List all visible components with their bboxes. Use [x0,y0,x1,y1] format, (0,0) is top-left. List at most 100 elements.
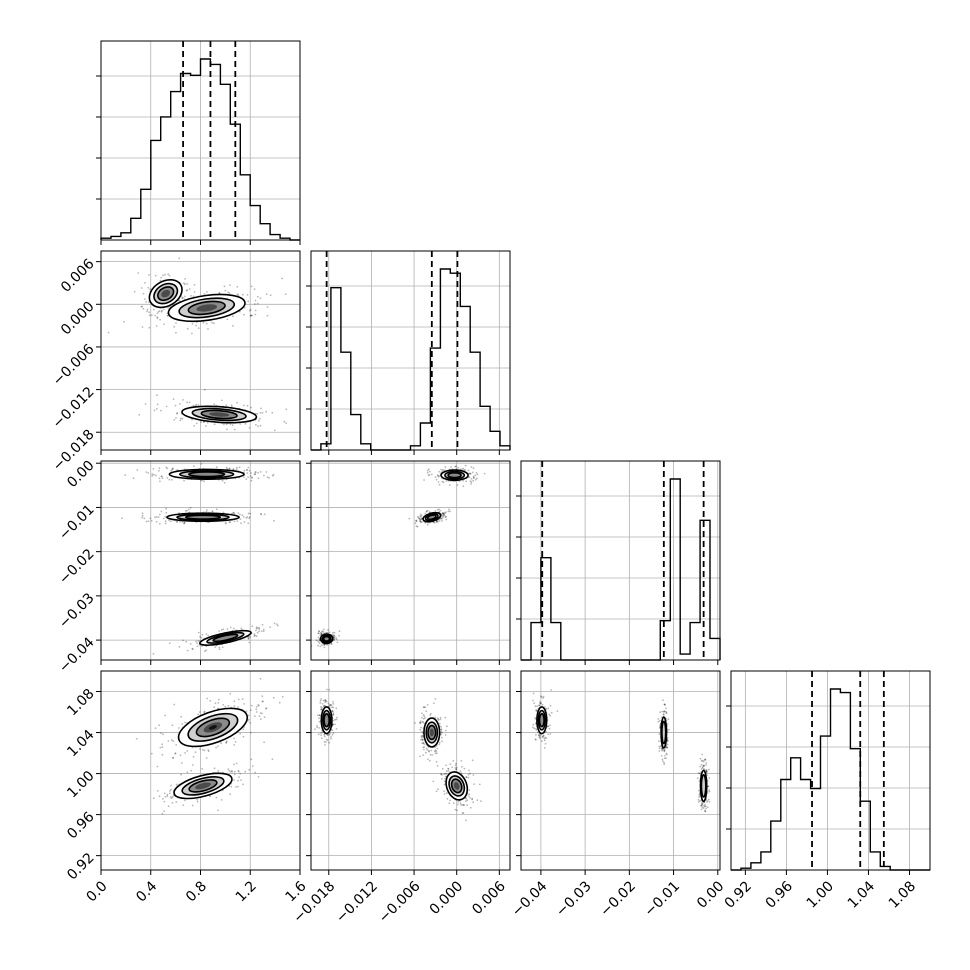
scatter-point [238,776,240,778]
scatter-point [265,293,268,295]
scatter-point [658,745,661,748]
scatter-point [172,756,175,759]
scatter-point [543,737,546,740]
scatter-point [228,467,231,470]
scatter-point [462,812,465,814]
scatter-point [460,760,463,762]
scatter-point [332,713,335,716]
scatter-point [260,513,263,516]
scatter-point [435,521,438,524]
x-tick-label-p2: −0.03 [553,878,595,920]
scatter-point [423,479,425,481]
scatter-point [657,720,660,723]
scatter-point [334,718,337,721]
scatter-point [236,285,239,288]
scatter-point [320,708,323,711]
scatter-point [186,283,189,285]
scatter-point [423,743,426,745]
scatter-point [323,704,326,707]
scatter-point [150,752,153,755]
scatter-point [433,702,435,705]
scatter-point [250,731,252,734]
scatter-point [173,703,176,706]
scatter-point [263,716,266,718]
scatter-point [461,812,464,814]
scatter-point [327,702,330,705]
scatter-point [175,801,178,803]
scatter-point [434,750,436,752]
scatter-point [229,626,232,629]
scatter-point [245,478,248,481]
scatter-point [328,689,331,691]
scatter-point [176,412,178,415]
scatter-point [320,732,322,734]
scatter-point [156,312,159,315]
scatter-point [543,747,546,749]
scatter-point [332,713,335,716]
scatter-point [318,630,321,633]
scatter-point [223,423,225,426]
scatter-point [421,716,423,719]
scatter-point [186,509,188,512]
scatter-point [228,292,231,295]
scatter-point [171,724,174,727]
joint-panel-3-0-frame [100,670,301,871]
scatter-point [705,769,708,772]
scatter-point [260,513,262,515]
scatter-point [235,468,238,470]
scatter-point [250,477,253,479]
x-tick-label-p2: −0.01 [642,878,684,920]
scatter-point [460,772,463,774]
scatter-point [542,734,545,737]
scatter-point [169,792,171,795]
scatter-point [250,758,253,761]
scatter-point [149,288,152,291]
scatter-point [331,710,334,712]
scatter-point [164,714,167,717]
scatter-point [148,311,151,314]
scatter-point [164,273,167,276]
scatter-point [419,721,421,724]
scatter-point [171,468,174,470]
scatter-point [419,720,422,722]
x-tick-label-p1: −0.012 [333,878,381,926]
scatter-point [467,776,470,779]
scatter-point [420,514,423,517]
scatter-point [155,325,158,327]
joint-panel-3-2 [516,670,721,875]
scatter-point [213,767,216,770]
scatter-point [273,429,276,432]
scatter-point [420,518,423,520]
scatter-point [441,740,443,743]
scatter-point [335,718,338,721]
scatter-point [420,735,423,738]
scatter-point [158,477,161,480]
scatter-point [426,469,429,472]
scatter-point [165,507,167,510]
scatter-point [434,476,437,478]
scatter-point [335,638,338,641]
scatter-point [469,806,472,809]
scatter-point [433,522,435,524]
scatter-point [424,706,427,708]
scatter-point [224,705,227,708]
scatter-point [229,284,231,286]
scatter-point [218,646,221,649]
scatter-point [148,301,150,303]
scatter-point [472,475,475,478]
joint-panel-1-0 [96,250,301,455]
scatter-point [165,405,168,408]
scatter-point [255,626,258,629]
scatter-point [164,522,167,525]
scatter-point [421,730,424,733]
scatter-point [237,294,240,296]
scatter-point [708,790,711,793]
scatter-point [162,797,164,800]
scatter-point [464,464,467,467]
scatter-point [197,631,200,634]
scatter-point [161,309,163,312]
scatter-point [705,762,708,764]
scatter-point [166,477,169,479]
scatter-point [472,774,475,776]
scatter-point [428,750,430,753]
